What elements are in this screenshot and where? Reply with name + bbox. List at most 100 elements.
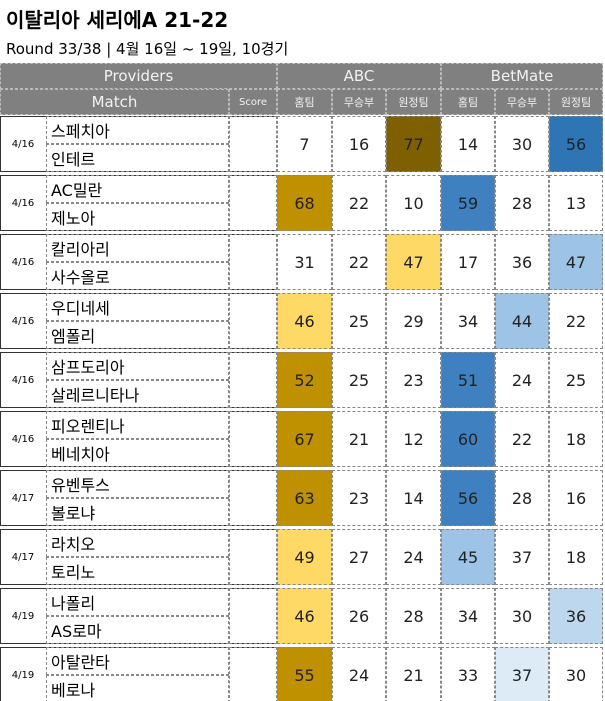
date: 4/16: [11, 197, 35, 209]
odds-cell: 24: [332, 647, 386, 701]
score-cell: [229, 588, 277, 644]
odds-cell: 59: [441, 175, 495, 231]
team: 베로나: [46, 675, 229, 701]
odds-cell: 17: [441, 234, 495, 290]
team: AC밀란: [46, 175, 229, 203]
odds-cell: 30: [495, 116, 549, 172]
odds-cell: 60: [441, 411, 495, 467]
odds-cell: 24: [495, 352, 549, 408]
team: 삼프도리아: [46, 352, 229, 380]
header-cell: 원정팀: [549, 89, 603, 115]
odds-cell: 22: [332, 175, 386, 231]
odds-cell: 30: [495, 588, 549, 644]
odds-cell: 37: [495, 647, 549, 701]
date: 4/16: [11, 315, 35, 327]
date: 4/16: [11, 138, 35, 150]
team: 칼리아리: [46, 234, 229, 262]
odds-cell: 33: [441, 647, 495, 701]
subtitle: Round 33/38 | 4월 16일 ~ 19일, 10경기: [6, 40, 289, 58]
team: AS로마: [46, 616, 229, 644]
odds-cell: 25: [549, 352, 603, 408]
odds-cell: 47: [549, 234, 603, 290]
date: 4/17: [11, 551, 35, 563]
odds-cell: 52: [277, 352, 332, 408]
odds-cell: 25: [332, 352, 386, 408]
team: 엠폴리: [46, 321, 229, 349]
odds-cell: 29: [386, 293, 441, 349]
odds-cell: 22: [495, 411, 549, 467]
odds-cell: 25: [332, 293, 386, 349]
header-cell: 원정팀: [386, 89, 441, 115]
odds-cell: 56: [549, 116, 603, 172]
score-cell: [229, 529, 277, 585]
header-cell: 무승부: [495, 89, 549, 115]
header-cell: Providers: [0, 63, 277, 89]
date: 4/19: [11, 610, 35, 622]
odds-cell: 14: [441, 116, 495, 172]
header-cell: 홈팀: [277, 89, 332, 115]
team: 인테르: [46, 144, 229, 172]
odds-cell: 14: [386, 470, 441, 526]
odds-cell: 67: [277, 411, 332, 467]
team: 스페치아: [46, 116, 229, 144]
date: 4/16: [11, 256, 35, 268]
odds-cell: 22: [549, 293, 603, 349]
date: 4/16: [11, 374, 35, 386]
odds-cell: 77: [386, 116, 441, 172]
odds-cell: 49: [277, 529, 332, 585]
odds-cell: 18: [549, 411, 603, 467]
odds-cell: 10: [386, 175, 441, 231]
odds-cell: 27: [332, 529, 386, 585]
team: 피오렌티나: [46, 411, 229, 439]
odds-cell: 44: [495, 293, 549, 349]
date: 4/19: [11, 669, 35, 681]
score-cell: [229, 234, 277, 290]
odds-cell: 37: [495, 529, 549, 585]
odds-cell: 68: [277, 175, 332, 231]
title: 이탈리아 세리에A 21-22: [6, 8, 229, 32]
score-cell: [229, 293, 277, 349]
team: 볼로냐: [46, 498, 229, 526]
odds-cell: 18: [549, 529, 603, 585]
odds-cell: 28: [495, 470, 549, 526]
odds-cell: 51: [441, 352, 495, 408]
odds-cell: 12: [386, 411, 441, 467]
odds-cell: 34: [441, 588, 495, 644]
odds-cell: 23: [386, 352, 441, 408]
odds-cell: 28: [495, 175, 549, 231]
odds-cell: 45: [441, 529, 495, 585]
header-cell: BetMate: [441, 63, 603, 89]
odds-cell: 46: [277, 588, 332, 644]
odds-cell: 30: [549, 647, 603, 701]
team: 사수올로: [46, 262, 229, 290]
odds-cell: 34: [441, 293, 495, 349]
header-cell: ABC: [277, 63, 441, 89]
team: 나폴리: [46, 588, 229, 616]
team: 베네치아: [46, 439, 229, 467]
date: 4/16: [11, 433, 35, 445]
score-cell: [229, 411, 277, 467]
score-cell: [229, 470, 277, 526]
header-cell: 홈팀: [441, 89, 495, 115]
odds-cell: 24: [386, 529, 441, 585]
odds-cell: 55: [277, 647, 332, 701]
odds-cell: 26: [332, 588, 386, 644]
odds-cell: 13: [549, 175, 603, 231]
odds-cell: 31: [277, 234, 332, 290]
odds-cell: 56: [441, 470, 495, 526]
odds-cell: 7: [277, 116, 332, 172]
odds-cell: 46: [277, 293, 332, 349]
odds-cell: 36: [549, 588, 603, 644]
odds-cell: 21: [332, 411, 386, 467]
date: 4/17: [11, 492, 35, 504]
team: 우디네세: [46, 293, 229, 321]
header-cell: Score: [229, 89, 277, 115]
odds-cell: 47: [386, 234, 441, 290]
header-cell: Match: [0, 89, 229, 115]
team: 유벤투스: [46, 470, 229, 498]
odds-cell: 63: [277, 470, 332, 526]
team: 제노아: [46, 203, 229, 231]
odds-cell: 16: [549, 470, 603, 526]
odds-cell: 23: [332, 470, 386, 526]
